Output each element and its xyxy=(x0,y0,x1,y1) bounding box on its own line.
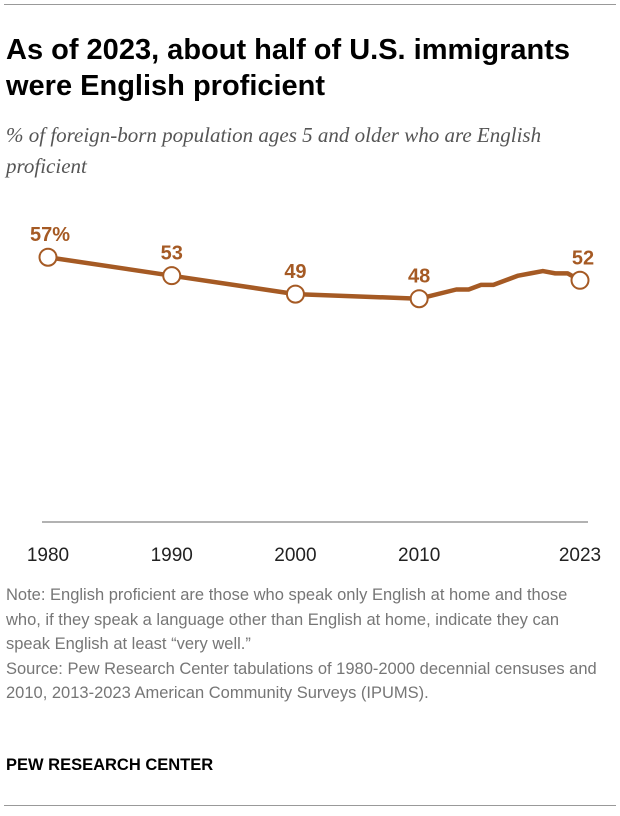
source-text: Source: Pew Research Center tabulations … xyxy=(6,659,597,703)
data-point-marker xyxy=(38,247,58,267)
data-point-marker xyxy=(285,284,305,304)
data-point-marker xyxy=(409,289,429,309)
x-tick-label: 1980 xyxy=(27,545,69,566)
series-line xyxy=(45,254,583,301)
bottom-rule xyxy=(4,805,616,806)
brand-logo-text: PEW RESEARCH CENTER xyxy=(6,756,214,774)
x-tick-label: 1990 xyxy=(151,545,193,566)
data-label: 53 xyxy=(161,243,183,265)
chart-title: As of 2023, about half of U.S. immigrant… xyxy=(6,34,570,102)
data-point-marker xyxy=(162,266,182,286)
data-label: 57% xyxy=(30,224,70,246)
x-tick-label: 2000 xyxy=(274,545,316,566)
line-chart: 1980 1990 2000 2010 2023 57% 53 49 48 52 xyxy=(27,224,601,566)
x-tick-label: 2010 xyxy=(398,545,440,566)
top-rule xyxy=(4,4,616,5)
x-tick-label: 2023 xyxy=(559,545,601,566)
data-point-marker xyxy=(570,270,590,290)
data-label: 49 xyxy=(284,261,306,283)
data-label: 48 xyxy=(408,266,430,288)
data-label: 52 xyxy=(572,247,594,269)
note-text: Note: English proficient are those who s… xyxy=(6,586,568,653)
notes: Note: English proficient are those who s… xyxy=(6,583,606,706)
chart-subtitle: % of foreign-born population ages 5 and … xyxy=(6,123,542,178)
